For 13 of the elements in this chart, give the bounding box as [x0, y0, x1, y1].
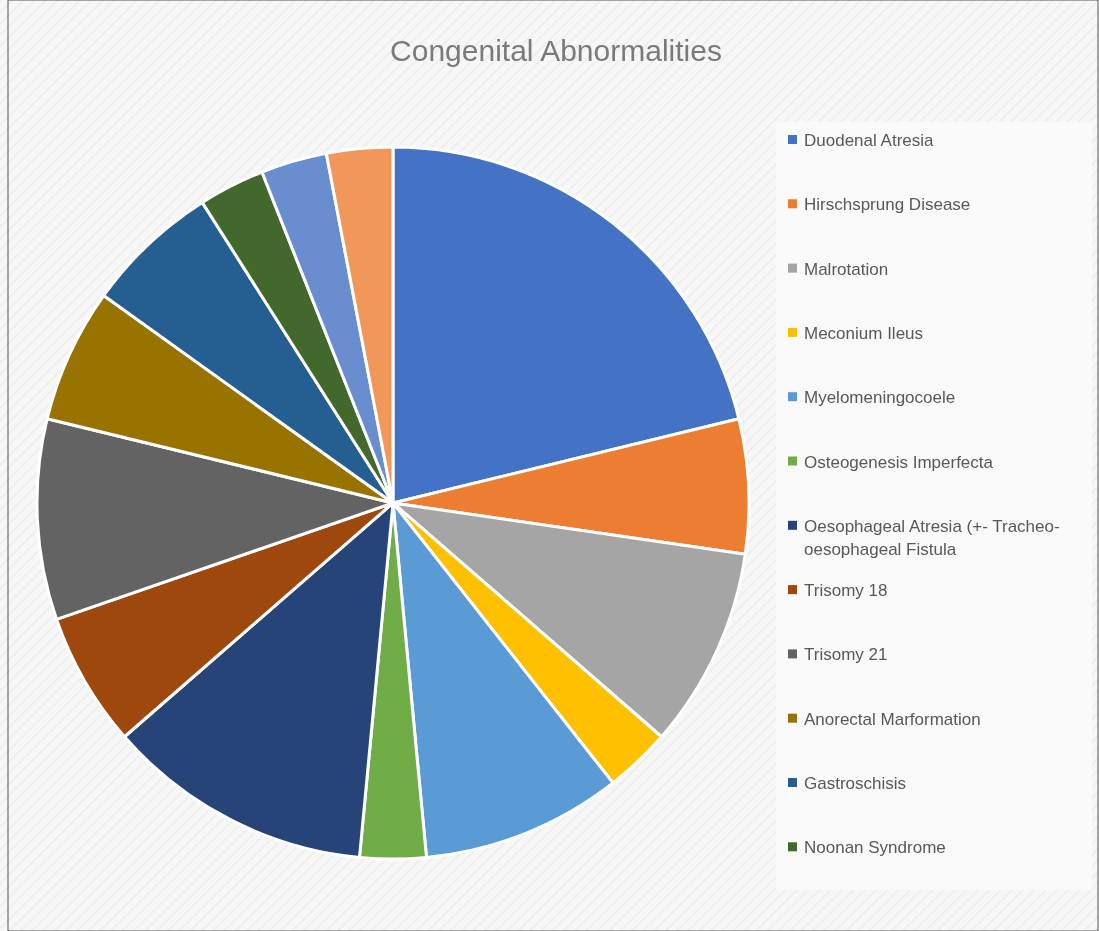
- legend-label: Meconium Ileus: [804, 323, 924, 343]
- legend-label: Trisomy 18: [804, 580, 888, 600]
- legend-label: Osteogenesis Imperfecta: [804, 452, 994, 471]
- legend-label: Duodenal Atresia: [804, 130, 935, 150]
- legend-label: Gastroschisis: [804, 773, 907, 793]
- chart-title: Congenital Abnormalities: [390, 33, 722, 67]
- legend-label: Trisomy 21: [804, 644, 888, 664]
- legend-label: Hirschsprung Disease: [804, 194, 971, 214]
- legend-label: Malrotation: [804, 259, 889, 279]
- legend-label: Oesophageal Atresia (+- Tracheo-oesophageal Fistula: [804, 516, 1060, 559]
- legend-label: Noonan Syndrome: [804, 837, 946, 857]
- legend-label: Myelomeningocoele: [804, 387, 956, 407]
- legend-label: Anorectal Marformation: [804, 709, 981, 729]
